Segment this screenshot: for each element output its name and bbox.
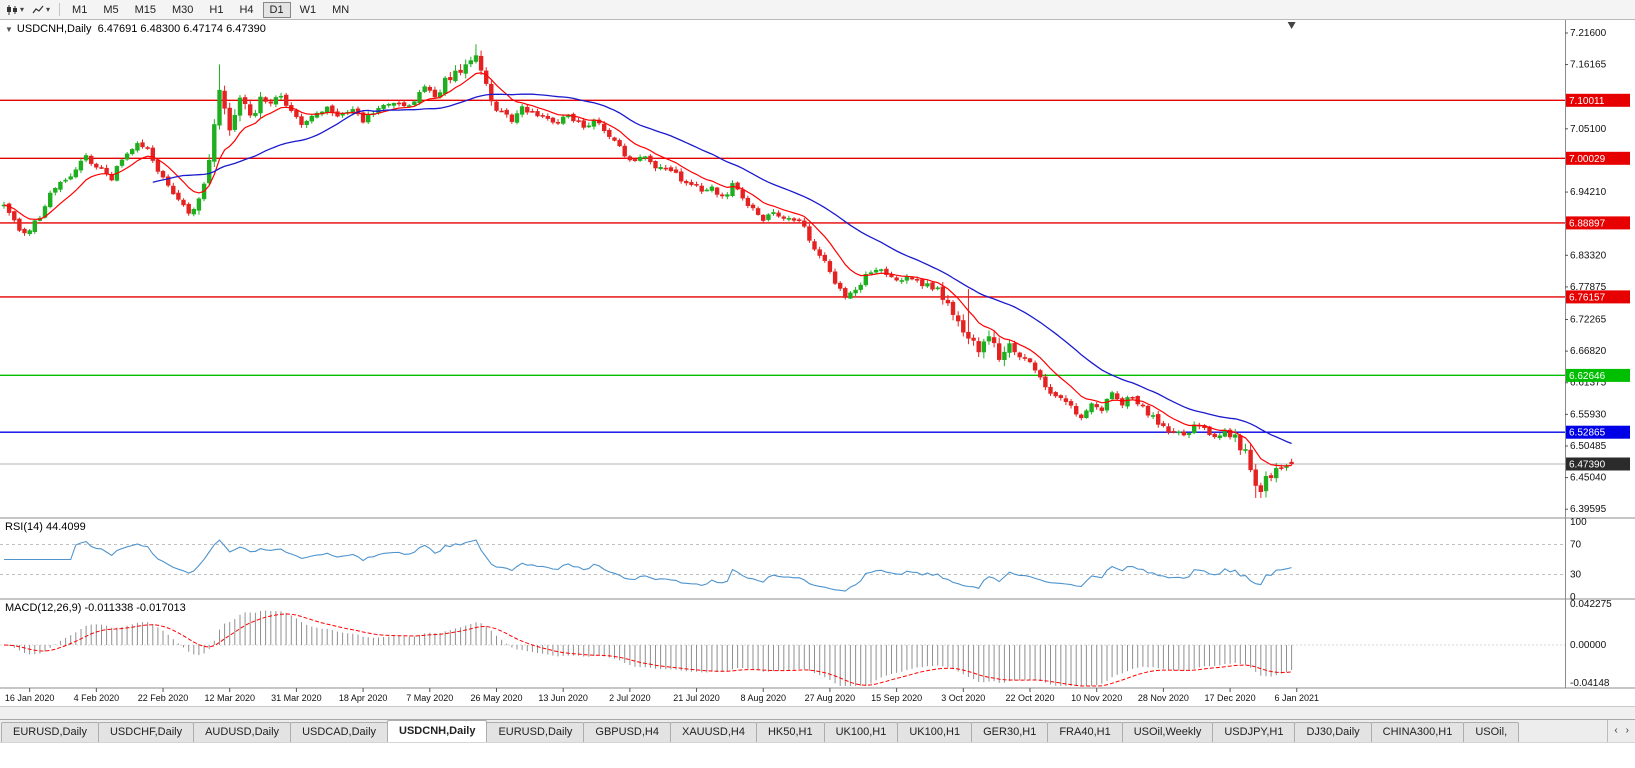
svg-text:6.88897: 6.88897 bbox=[1569, 218, 1606, 229]
svg-text:7.16165: 7.16165 bbox=[1570, 60, 1607, 71]
svg-text:16 Jan 2020: 16 Jan 2020 bbox=[5, 693, 55, 703]
chart-tab-audusd-daily[interactable]: AUDUSD,Daily bbox=[193, 722, 292, 742]
svg-text:0.042275: 0.042275 bbox=[1570, 599, 1612, 610]
svg-text:21 Jul 2020: 21 Jul 2020 bbox=[673, 693, 720, 703]
timeframe-m30-button[interactable]: M30 bbox=[172, 3, 194, 16]
svg-text:30: 30 bbox=[1570, 570, 1582, 581]
svg-text:22 Oct 2020: 22 Oct 2020 bbox=[1005, 693, 1054, 703]
svg-text:6 Jan 2021: 6 Jan 2021 bbox=[1274, 693, 1319, 703]
svg-text:0: 0 bbox=[1570, 592, 1576, 603]
chart-tab-china300-h1[interactable]: CHINA300,H1 bbox=[1370, 722, 1465, 742]
svg-text:100: 100 bbox=[1570, 517, 1587, 528]
svg-text:28 Nov 2020: 28 Nov 2020 bbox=[1138, 693, 1189, 703]
chart-tab-gbpusd-h4[interactable]: GBPUSD,H4 bbox=[583, 722, 671, 742]
svg-text:4 Feb 2020: 4 Feb 2020 bbox=[74, 693, 120, 703]
chart-tab-hk50-h1[interactable]: HK50,H1 bbox=[755, 722, 825, 742]
svg-text:6.72265: 6.72265 bbox=[1570, 314, 1607, 325]
chart-tab-usdcad-daily[interactable]: USDCAD,Daily bbox=[290, 722, 389, 742]
timeframe-d1-button[interactable]: D1 bbox=[262, 1, 291, 18]
tab-scroll-left-button[interactable]: ‹ bbox=[1614, 725, 1618, 736]
toolbar-separator bbox=[59, 3, 61, 16]
tab-scroll-right-button[interactable]: › bbox=[1625, 725, 1629, 736]
svg-text:17 Dec 2020: 17 Dec 2020 bbox=[1205, 693, 1256, 703]
dropdown-arrow-icon: ▾ bbox=[20, 5, 25, 14]
chart-tab-uk100-h1[interactable]: UK100,H1 bbox=[823, 722, 899, 742]
svg-text:7.10011: 7.10011 bbox=[1569, 96, 1605, 107]
tab-scroll-controls: ‹ › bbox=[1607, 720, 1635, 742]
svg-text:-0.04148: -0.04148 bbox=[1570, 678, 1610, 689]
svg-text:6.45040: 6.45040 bbox=[1570, 473, 1607, 484]
chart-tab-xauusd-h4[interactable]: XAUUSD,H4 bbox=[669, 722, 757, 742]
timeframe-w1-button[interactable]: W1 bbox=[299, 3, 317, 16]
svg-text:6.39595: 6.39595 bbox=[1570, 504, 1607, 515]
chart-canvas[interactable]: 7.21600 7.16165 7.05100 6.94210 6.83320 6.778… bbox=[0, 20, 1635, 706]
svg-text:7 May 2020: 7 May 2020 bbox=[406, 693, 453, 703]
svg-text:27 Aug 2020: 27 Aug 2020 bbox=[805, 693, 856, 703]
chart-tab-usdjpy-h1[interactable]: USDJPY,H1 bbox=[1212, 722, 1296, 742]
chart-window: 7.21600 7.16165 7.05100 6.94210 6.83320 6.778… bbox=[0, 20, 1635, 706]
svg-text:26 May 2020: 26 May 2020 bbox=[470, 693, 522, 703]
window-filler bbox=[0, 706, 1635, 719]
svg-text:70: 70 bbox=[1570, 540, 1582, 551]
svg-text:10 Nov 2020: 10 Nov 2020 bbox=[1071, 693, 1122, 703]
svg-text:3 Oct 2020: 3 Oct 2020 bbox=[941, 693, 985, 703]
chart-tab-uk100-h1[interactable]: UK100,H1 bbox=[897, 722, 973, 742]
chart-tab-usoil-weekly[interactable]: USOil,Weekly bbox=[1121, 722, 1214, 742]
timeframe-toolbar: M1 M5 M15 M30 H1 H4 D1 W1 MN bbox=[64, 1, 357, 18]
svg-text:7.05100: 7.05100 bbox=[1570, 124, 1607, 135]
svg-text:6.66820: 6.66820 bbox=[1570, 346, 1607, 357]
timeframe-m15-button[interactable]: M15 bbox=[134, 3, 156, 16]
chart-tabbar: ‹ › EURUSD,Daily USDCHF,Daily AUDUSD,Daily… bbox=[0, 719, 1635, 742]
top-toolbar: ▾ ▾ M1 M5 M15 M30 H1 H4 D1 W1 MN bbox=[0, 0, 1635, 20]
chart-tab-fra40-h1[interactable]: FRA40,H1 bbox=[1047, 722, 1123, 742]
svg-text:6.55930: 6.55930 bbox=[1570, 409, 1607, 420]
timeframe-m1-button[interactable]: M1 bbox=[72, 3, 88, 16]
svg-text:6.47390: 6.47390 bbox=[1569, 459, 1606, 470]
dropdown-arrow-icon: ▾ bbox=[46, 5, 51, 14]
svg-text:2 Jul 2020: 2 Jul 2020 bbox=[609, 693, 651, 703]
timeframe-h1-button[interactable]: H1 bbox=[209, 3, 224, 16]
svg-text:6.94210: 6.94210 bbox=[1570, 187, 1607, 198]
svg-text:18 Apr 2020: 18 Apr 2020 bbox=[339, 693, 388, 703]
line-chart-icon bbox=[32, 5, 44, 13]
chart-type-dropdown-button[interactable]: ▾ bbox=[3, 3, 27, 17]
timeframe-m5-button[interactable]: M5 bbox=[103, 3, 119, 16]
chart-tab-usdcnh-daily[interactable]: USDCNH,Daily bbox=[387, 720, 488, 742]
chart-tab-ger30-h1[interactable]: GER30,H1 bbox=[971, 722, 1049, 742]
chart-tab-eurusd-daily[interactable]: EURUSD,Daily bbox=[1, 722, 99, 742]
svg-text:22 Feb 2020: 22 Feb 2020 bbox=[138, 693, 189, 703]
svg-text:13 Jun 2020: 13 Jun 2020 bbox=[538, 693, 588, 703]
svg-text:6.50485: 6.50485 bbox=[1570, 441, 1607, 452]
svg-text:31 Mar 2020: 31 Mar 2020 bbox=[271, 693, 322, 703]
svg-text:6.76157: 6.76157 bbox=[1569, 292, 1606, 303]
svg-text:6.52865: 6.52865 bbox=[1569, 428, 1606, 439]
svg-text:8 Aug 2020: 8 Aug 2020 bbox=[740, 693, 786, 703]
status-bar bbox=[0, 742, 1635, 768]
svg-text:12 Mar 2020: 12 Mar 2020 bbox=[204, 693, 255, 703]
chart-tab-usoil[interactable]: USOil, bbox=[1463, 722, 1520, 742]
chart-tab-eurusd-daily[interactable]: EURUSD,Daily bbox=[486, 722, 585, 742]
timeframe-h4-button[interactable]: H4 bbox=[239, 3, 254, 16]
svg-text:7.00029: 7.00029 bbox=[1569, 154, 1606, 165]
svg-text:6.62646: 6.62646 bbox=[1569, 371, 1606, 382]
svg-text:6.61375: 6.61375 bbox=[1570, 378, 1607, 389]
svg-text:0.00000: 0.00000 bbox=[1570, 640, 1607, 651]
svg-text:15 Sep 2020: 15 Sep 2020 bbox=[871, 693, 922, 703]
svg-text:6.83320: 6.83320 bbox=[1570, 250, 1607, 261]
chart-tab-usdchf-daily[interactable]: USDCHF,Daily bbox=[97, 722, 195, 742]
svg-text:6.77875: 6.77875 bbox=[1570, 282, 1607, 293]
timeframe-mn-button[interactable]: MN bbox=[332, 3, 350, 16]
candlestick-chart-icon bbox=[7, 4, 17, 15]
indicators-dropdown-button[interactable]: ▾ bbox=[29, 3, 53, 17]
chart-tab-dj30-daily[interactable]: DJ30,Daily bbox=[1294, 722, 1372, 742]
svg-text:7.21600: 7.21600 bbox=[1570, 28, 1607, 39]
